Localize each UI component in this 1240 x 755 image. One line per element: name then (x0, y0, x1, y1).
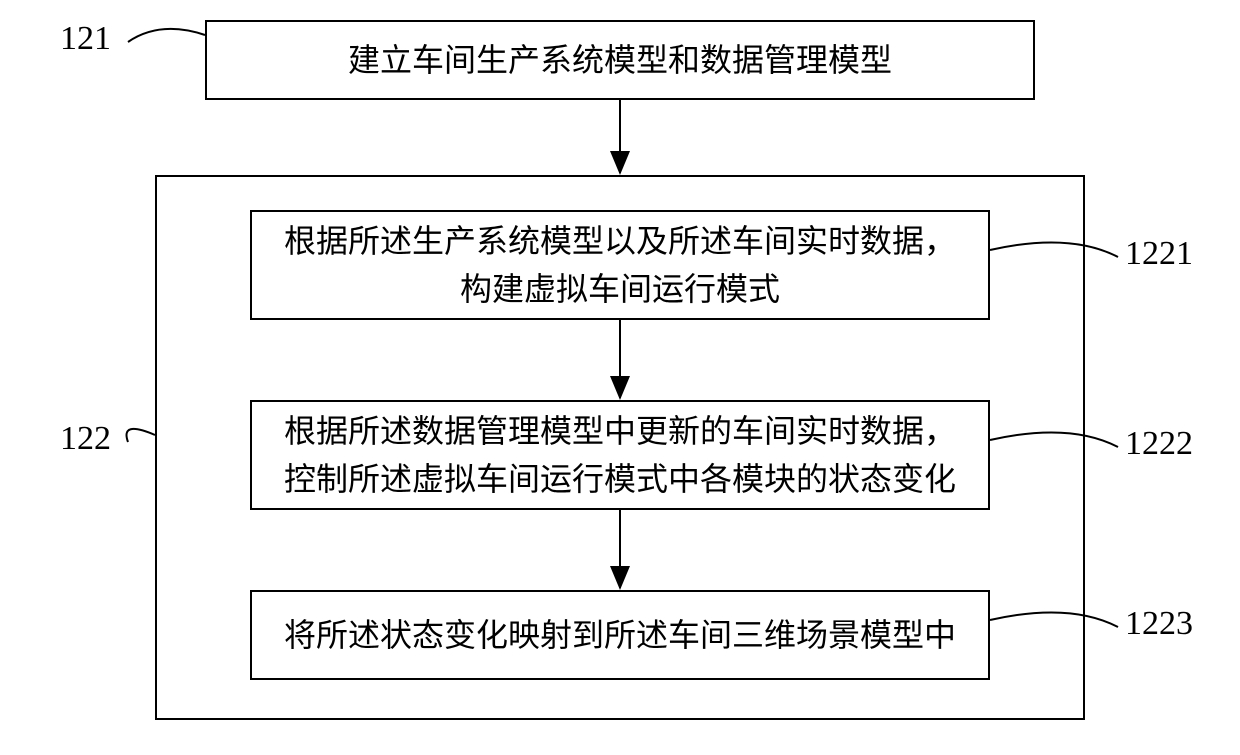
label-1223-text: 1223 (1125, 605, 1193, 642)
label-122-text: 122 (60, 420, 111, 457)
label-121-text: 121 (60, 20, 111, 57)
callout-121 (128, 29, 205, 42)
box-1222-content: 根据所述数据管理模型中更新的车间实时数据， 控制所述虚拟车间运行模式中各模块的状… (284, 407, 956, 503)
box-1221: 根据所述生产系统模型以及所述车间实时数据， 构建虚拟车间运行模式 (250, 210, 990, 320)
box-1222-line2: 控制所述虚拟车间运行模式中各模块的状态变化 (284, 455, 956, 503)
box-1223-text: 将所述状态变化映射到所述车间三维场景模型中 (284, 611, 956, 659)
box-1221-line1: 根据所述生产系统模型以及所述车间实时数据， (284, 217, 956, 265)
box-1222-line1: 根据所述数据管理模型中更新的车间实时数据， (284, 407, 956, 455)
label-1222: 1222 (1125, 425, 1193, 463)
box-1221-line2: 构建虚拟车间运行模式 (284, 265, 956, 313)
label-121: 121 (60, 20, 111, 58)
callout-122 (127, 429, 155, 442)
box-1223: 将所述状态变化映射到所述车间三维场景模型中 (250, 590, 990, 680)
box-121: 建立车间生产系统模型和数据管理模型 (205, 20, 1035, 100)
label-122: 122 (60, 420, 111, 458)
label-1221-text: 1221 (1125, 235, 1193, 272)
box-1222: 根据所述数据管理模型中更新的车间实时数据， 控制所述虚拟车间运行模式中各模块的状… (250, 400, 990, 510)
label-1223: 1223 (1125, 605, 1193, 643)
label-1222-text: 1222 (1125, 425, 1193, 462)
box-1221-content: 根据所述生产系统模型以及所述车间实时数据， 构建虚拟车间运行模式 (284, 217, 956, 313)
box-121-text: 建立车间生产系统模型和数据管理模型 (348, 36, 892, 84)
label-1221: 1221 (1125, 235, 1193, 273)
